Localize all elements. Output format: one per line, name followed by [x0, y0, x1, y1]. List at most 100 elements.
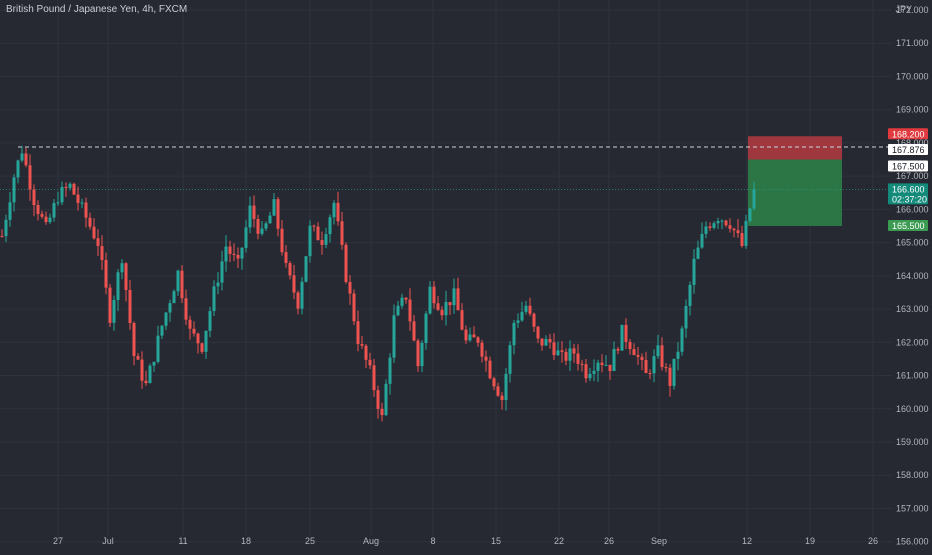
candle-down — [580, 363, 584, 365]
candle-down — [436, 303, 440, 310]
candle-down — [660, 345, 664, 368]
candle-down — [28, 165, 32, 190]
candle-down — [552, 342, 556, 356]
candle-up — [588, 373, 592, 379]
candle-down — [40, 214, 44, 217]
candle-down — [664, 367, 668, 369]
candle-down — [724, 220, 728, 226]
candle-down — [608, 364, 612, 372]
candle-up — [16, 160, 20, 178]
price-tick-label: 157.000 — [896, 503, 929, 513]
time-tick-label: 18 — [241, 536, 251, 546]
candle-down — [408, 299, 412, 322]
candle-down — [456, 288, 460, 311]
candle-down — [492, 378, 496, 387]
candle-down — [728, 225, 732, 229]
time-tick-label: Sep — [651, 536, 667, 546]
candle-down — [140, 359, 144, 381]
price-label-text: 168.200 — [892, 129, 925, 139]
candle-down — [336, 202, 340, 222]
candle-down — [644, 359, 648, 374]
candle-up — [544, 338, 548, 346]
candle-down — [352, 293, 356, 322]
price-tick-label: 162.000 — [896, 337, 929, 347]
candle-up — [80, 202, 84, 204]
candle-down — [528, 305, 532, 314]
candle-up — [260, 228, 264, 234]
candle-down — [252, 205, 256, 220]
candle-up — [328, 217, 332, 235]
candle-down — [472, 334, 476, 338]
candle-down — [496, 386, 500, 396]
candle-up — [224, 246, 228, 262]
candle-down — [356, 321, 360, 345]
price-label-text: 166.600 — [892, 184, 925, 194]
stop-loss-zone — [748, 136, 842, 160]
price-label-box — [888, 144, 928, 156]
candle-down — [740, 233, 744, 246]
candle-up — [212, 286, 216, 312]
candle-down — [708, 226, 712, 228]
candle-up — [452, 288, 456, 306]
time-tick-label: Jul — [102, 536, 114, 546]
candle-up — [264, 223, 268, 229]
price-tick-label: 165.000 — [896, 238, 929, 248]
candle-up — [52, 203, 56, 218]
candle-up — [388, 357, 392, 384]
time-tick-label: 26 — [604, 536, 614, 546]
candle-up — [712, 223, 716, 228]
candle-up — [304, 256, 308, 282]
price-tick-label: 161.000 — [896, 371, 929, 381]
candle-up — [752, 189, 756, 209]
candle-up — [420, 342, 424, 367]
horizontal-lines — [0, 146, 892, 190]
candle-down — [0, 235, 4, 237]
candle-down — [340, 221, 344, 245]
candle-up — [300, 281, 304, 309]
currency-label: JPY — [895, 4, 912, 14]
price-label-text: 167.876 — [892, 145, 925, 155]
candle-down — [104, 259, 108, 288]
candle-up — [244, 227, 248, 248]
candle-down — [180, 270, 184, 299]
candle-up — [116, 272, 120, 301]
price-tick-label: 168.000 — [896, 138, 929, 148]
candle-up — [4, 219, 8, 237]
candle-down — [196, 333, 200, 344]
candle-up — [520, 311, 524, 321]
time-axis[interactable]: 27 Jul 11 18 25 Aug 8 15 22 26 Sep 12 19 26 — [53, 536, 878, 546]
price-tick-label: 163.000 — [896, 304, 929, 314]
candle-down — [368, 359, 372, 366]
candle-down — [128, 290, 132, 324]
chart-title: British Pound / Japanese Yen, 4h, FXCM — [6, 4, 188, 15]
time-tick-label: 26 — [868, 536, 878, 546]
candle-up — [8, 202, 12, 220]
price-axis[interactable]: 156.000 157.000 158.000 159.000 160.000 161.0… — [896, 5, 929, 547]
candle-down — [560, 350, 564, 352]
candle-up — [332, 202, 336, 218]
short-position-tool[interactable] — [748, 136, 842, 226]
candle-down — [232, 253, 236, 255]
candle-down — [572, 348, 576, 354]
candle-down — [488, 360, 492, 379]
candle-up — [308, 225, 312, 257]
candle-down — [124, 263, 128, 291]
candle-up — [384, 383, 388, 416]
time-tick-label: 8 — [430, 536, 435, 546]
price-tick-label: 160.000 — [896, 404, 929, 414]
candle-up — [396, 305, 400, 316]
candle-down — [576, 353, 580, 364]
price-tick-label: 170.000 — [896, 71, 929, 81]
candle-down — [348, 282, 352, 294]
candle-up — [400, 297, 404, 306]
candle-up — [512, 322, 516, 346]
price-label-box — [888, 219, 928, 231]
grid — [0, 0, 892, 542]
candle-down — [600, 362, 604, 366]
price-tick-label: 156.000 — [896, 537, 929, 547]
candle-down — [100, 246, 104, 260]
candle-up — [700, 233, 704, 248]
candle-up — [444, 302, 448, 316]
